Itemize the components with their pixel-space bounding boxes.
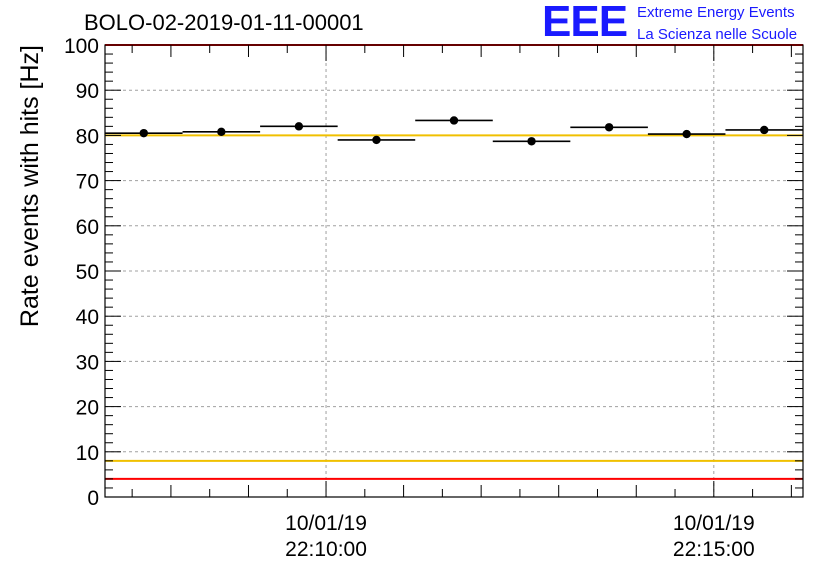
y-tick-label: 0 [87,487,99,510]
data-point [647,129,726,139]
x-tick-label-time: 22:10:00 [285,538,367,561]
data-marker [217,127,226,136]
data-point [182,127,261,136]
grid [105,45,803,497]
eee-logo-line-1: Extreme Energy Events [637,4,795,21]
x-tick-label-date: 10/01/19 [673,512,755,535]
data-marker [527,137,536,146]
tick-labels: 0 10 20 30 40 50 60 70 80 90 100 10/01/19 22:10:00 10… [64,35,755,561]
data-point [570,123,648,132]
data-marker [139,128,148,138]
chart-title: BOLO-02-2019-01-11-00001 [84,10,364,35]
data-marker [372,135,381,145]
data-marker [682,129,691,139]
data-point [260,122,338,131]
data-point [415,116,493,125]
x-tick-label-time: 22:15:00 [673,538,755,561]
data-point [492,137,571,146]
eee-logo-mark: EEE [542,0,628,46]
y-tick-label: 50 [76,261,99,284]
data-marker [449,116,459,125]
data-marker [760,125,769,135]
axis-ticks [105,44,803,498]
data-point [337,135,416,145]
y-tick-label: 60 [76,216,99,239]
y-tick-label: 20 [76,397,99,420]
eee-logo-line-2: La Scienza nelle Scuole [637,26,798,43]
data-points [105,116,803,146]
y-tick-label: 100 [64,35,99,58]
y-tick-label: 80 [76,125,99,148]
data-marker [294,122,304,131]
data-point [105,128,183,138]
reference-lines [105,44,803,480]
y-tick-label: 30 [76,351,99,374]
y-tick-label: 90 [76,80,99,103]
x-tick-label-date: 10/01/19 [285,512,367,535]
plot-frame [104,44,804,498]
data-point [725,125,803,135]
data-marker [604,123,614,132]
y-tick-label: 10 [76,442,99,465]
y-axis-title: Rate events with hits [Hz] [16,45,44,327]
y-tick-label: 70 [76,171,99,194]
y-tick-label: 40 [76,306,99,329]
